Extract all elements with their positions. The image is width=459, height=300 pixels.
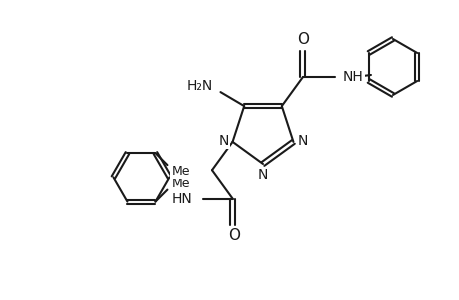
Text: O: O: [297, 32, 308, 47]
Text: O: O: [228, 228, 240, 243]
Text: H₂N: H₂N: [186, 79, 212, 93]
Text: N: N: [218, 134, 228, 148]
Text: Me: Me: [171, 177, 190, 190]
Text: N: N: [297, 134, 307, 148]
Text: N: N: [257, 168, 268, 182]
Text: NH: NH: [342, 70, 363, 84]
Text: Me: Me: [171, 165, 190, 178]
Text: HN: HN: [172, 191, 192, 206]
